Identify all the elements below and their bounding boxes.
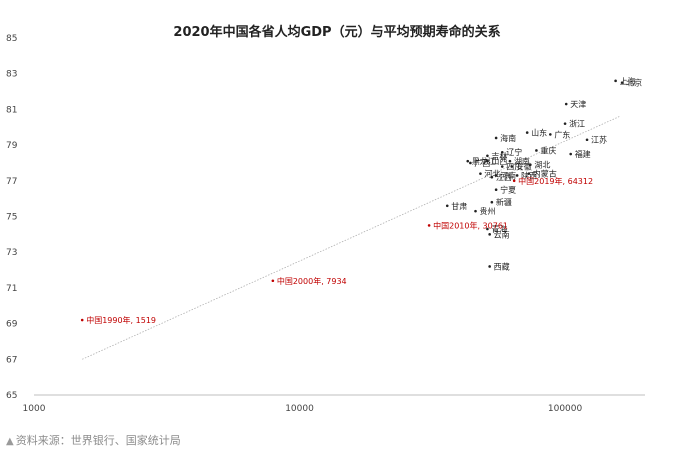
data-label: 湖南 bbox=[514, 156, 530, 166]
data-label: 浙江 bbox=[569, 119, 585, 129]
y-tick-label: 71 bbox=[6, 284, 17, 294]
data-point bbox=[508, 159, 512, 163]
data-point bbox=[535, 149, 538, 152]
data-point bbox=[614, 79, 617, 83]
data-label: 吉林 bbox=[491, 151, 507, 161]
y-tick-label: 73 bbox=[6, 248, 17, 258]
data-point bbox=[486, 227, 489, 231]
data-label: 中国2000年, 7934 bbox=[277, 276, 347, 286]
data-label: 中国1990年, 1519 bbox=[86, 315, 156, 325]
data-label: 北京 bbox=[626, 78, 642, 88]
data-point bbox=[486, 154, 489, 158]
data-label: 青海 bbox=[491, 224, 507, 234]
y-tick-label: 81 bbox=[6, 105, 17, 115]
data-point bbox=[479, 172, 482, 175]
data-label: 西藏 bbox=[494, 261, 510, 271]
data-point bbox=[466, 159, 470, 163]
data-point bbox=[563, 122, 567, 125]
x-tick-label: 100000 bbox=[548, 404, 583, 414]
data-label: 山西 bbox=[491, 156, 507, 166]
trendline-line bbox=[82, 116, 620, 360]
data-point bbox=[427, 224, 431, 227]
y-tick-label: 83 bbox=[6, 70, 17, 80]
y-tick-label: 77 bbox=[6, 177, 17, 187]
data-point bbox=[527, 172, 531, 175]
data-point bbox=[469, 161, 472, 165]
data-point bbox=[549, 133, 552, 136]
data-point bbox=[80, 318, 84, 322]
data-label: 广西 bbox=[474, 158, 490, 168]
data-point bbox=[510, 165, 514, 168]
data-point bbox=[486, 159, 489, 163]
chart-title: 2020年中国各省人均GDP（元）与平均预期寿命的关系 bbox=[173, 24, 500, 40]
data-label: 陕西 bbox=[521, 170, 537, 180]
data-label: 甘肃 bbox=[451, 201, 467, 211]
data-point bbox=[490, 200, 494, 204]
data-label: 上海 bbox=[620, 76, 636, 86]
y-tick-label: 65 bbox=[6, 391, 17, 401]
data-label: 新疆 bbox=[496, 197, 512, 207]
data-label: 中国2019年, 64312 bbox=[518, 176, 593, 186]
data-point bbox=[525, 131, 529, 134]
triangle-up-icon: ▲ bbox=[6, 436, 14, 447]
data-label: 云南 bbox=[494, 229, 510, 239]
data-label: 山东 bbox=[531, 128, 547, 138]
data-label: 湖北 bbox=[534, 161, 550, 170]
data-point bbox=[529, 163, 532, 167]
data-point bbox=[515, 174, 519, 177]
y-tick-label: 85 bbox=[6, 34, 17, 44]
data-point bbox=[620, 81, 624, 84]
data-point bbox=[494, 174, 498, 177]
x-tick-label: 10000 bbox=[285, 404, 314, 414]
data-label: 江西 bbox=[496, 173, 512, 182]
axes: 65 67 69 71 73 75 77 79 81 83 85 1000 10000 100000 bbox=[6, 34, 645, 414]
data-label: 宁夏 bbox=[500, 185, 516, 195]
data-label: 重庆 bbox=[540, 145, 556, 155]
data-label: 内蒙古 bbox=[533, 169, 557, 179]
data-point bbox=[500, 150, 504, 154]
data-point bbox=[500, 165, 504, 168]
data-point bbox=[445, 204, 449, 208]
data-point bbox=[585, 138, 589, 142]
data-label: 四川 bbox=[506, 163, 522, 172]
data-point bbox=[474, 209, 477, 213]
data-label: 贵州 bbox=[480, 206, 496, 216]
y-tick-label: 69 bbox=[6, 320, 18, 330]
data-point bbox=[271, 279, 275, 283]
data-label: 河南 bbox=[500, 170, 516, 180]
data-point bbox=[564, 102, 568, 106]
source-text: 资料来源：世界银行、国家统计局 bbox=[15, 434, 181, 447]
data-label: 海南 bbox=[500, 133, 516, 143]
y-tick-label: 67 bbox=[6, 355, 17, 365]
data-point bbox=[512, 179, 516, 183]
data-point bbox=[488, 265, 491, 268]
source-note: ▲ 资料来源：世界银行、国家统计局 bbox=[6, 432, 181, 448]
x-tick-label: 1000 bbox=[23, 404, 46, 414]
data-point bbox=[569, 152, 572, 156]
data-label: 黑龙江 bbox=[472, 156, 496, 166]
data-point bbox=[494, 188, 498, 192]
data-label: 广东 bbox=[554, 129, 570, 139]
data-label: 辽宁 bbox=[506, 147, 522, 157]
data-label: 中国2010年, 30761 bbox=[433, 220, 508, 230]
data-label: 天津 bbox=[570, 99, 586, 109]
data-label: 福建 bbox=[575, 149, 591, 159]
y-tick-label: 79 bbox=[6, 141, 18, 151]
trendline bbox=[82, 116, 620, 360]
data-point bbox=[488, 233, 491, 236]
data-point bbox=[494, 136, 498, 140]
data-label: 河北 bbox=[484, 169, 500, 179]
data-label: 江苏 bbox=[591, 135, 607, 145]
y-tick-label: 75 bbox=[6, 213, 17, 223]
data-label: 安徽 bbox=[516, 162, 532, 172]
data-point bbox=[490, 175, 494, 179]
